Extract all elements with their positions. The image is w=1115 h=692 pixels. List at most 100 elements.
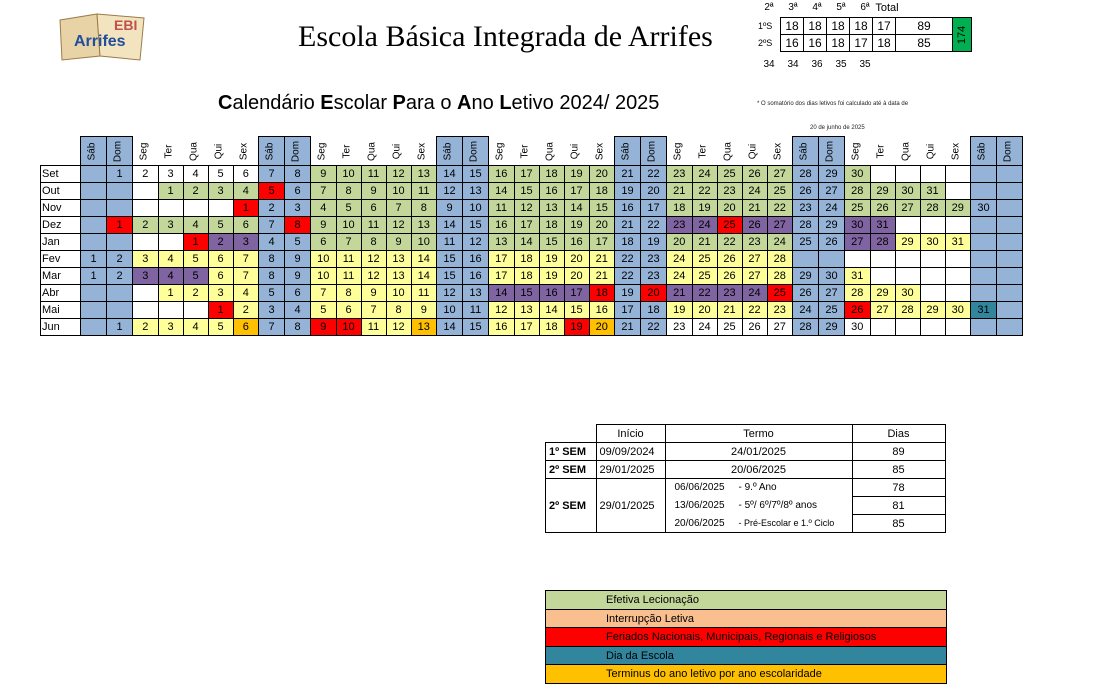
day-cell: 12 <box>462 233 489 251</box>
day-cell <box>80 318 107 336</box>
day-cell <box>80 301 107 319</box>
day-cell: 8 <box>335 182 362 200</box>
day-cell: 2 <box>182 284 209 302</box>
day-cell: 27 <box>818 182 845 200</box>
year-sum: 35 <box>859 59 871 70</box>
day-cell: 12 <box>436 284 463 302</box>
day-cell: 25 <box>716 318 743 336</box>
day-cell <box>970 216 997 234</box>
weekday-header: Dom <box>640 136 667 166</box>
day-cell: 8 <box>385 301 412 319</box>
day-cell: 13 <box>410 318 437 336</box>
day-cell: 24 <box>741 182 768 200</box>
day-cell <box>970 182 997 200</box>
day-cell: 20 <box>640 284 667 302</box>
day-cell <box>944 182 971 200</box>
day-cell: 9 <box>310 216 337 234</box>
day-cell: 25 <box>716 216 743 234</box>
day-cell: 12 <box>385 216 412 234</box>
year-header: 6ª <box>860 2 870 13</box>
day-cell: 1 <box>106 165 133 183</box>
day-cell: 28 <box>844 284 871 302</box>
day-cell: 5 <box>207 216 234 234</box>
day-cell: 31 <box>919 182 946 200</box>
day-cell: 4 <box>232 284 259 302</box>
day-cell: 23 <box>716 284 743 302</box>
day-cell: 11 <box>360 165 387 183</box>
day-cell: 23 <box>766 301 793 319</box>
day-cell: 14 <box>410 250 437 268</box>
day-cell: 2 <box>207 233 234 251</box>
day-cell: 28 <box>766 267 793 285</box>
day-cell: 26 <box>792 182 819 200</box>
day-cell: 22 <box>640 216 667 234</box>
year-sum: 35 <box>835 59 847 70</box>
day-cell <box>182 199 209 217</box>
day-cell: 18 <box>640 301 667 319</box>
day-cell: 8 <box>284 318 311 336</box>
day-cell: 4 <box>182 318 209 336</box>
day-cell: 14 <box>513 233 540 251</box>
day-cell: 21 <box>614 216 641 234</box>
semester-table: Início Termo Dias 1º SEM 09/09/2024 24/0… <box>545 424 946 533</box>
weekday-header: Dom <box>996 136 1023 166</box>
weekday-header: Sáb <box>258 136 285 166</box>
day-cell: 6 <box>232 318 259 336</box>
day-cell: 12 <box>360 267 387 285</box>
day-cell: 22 <box>741 301 768 319</box>
weekday-header: Dom <box>106 136 133 166</box>
day-cell: 10 <box>462 199 489 217</box>
day-cell: 1 <box>80 250 107 268</box>
day-cell: 17 <box>513 216 540 234</box>
day-cell: 12 <box>488 301 515 319</box>
day-cell: 30 <box>844 165 871 183</box>
weekday-header: Dom <box>462 136 489 166</box>
month-row: Out 1 2 3 4 5 6 7 8 9 10 11 12 13 14 15 16 17 18 19 20 21 22 23… <box>40 182 1023 200</box>
semester-label: 2ºS <box>758 38 773 48</box>
day-cell: 1 <box>182 233 209 251</box>
day-cell: 13 <box>462 182 489 200</box>
day-cell <box>182 301 209 319</box>
day-cell: 15 <box>538 233 565 251</box>
day-cell: 4 <box>310 199 337 217</box>
day-cell: 30 <box>944 301 971 319</box>
day-cell: 19 <box>666 301 693 319</box>
day-cell <box>894 318 921 336</box>
day-cell: 14 <box>436 216 463 234</box>
day-cell: 24 <box>666 250 693 268</box>
day-cell <box>80 165 107 183</box>
day-cell <box>132 233 159 251</box>
day-cell: 31 <box>970 301 997 319</box>
total-cell: 18 <box>872 34 896 52</box>
weekday-header: Sex <box>767 136 793 166</box>
day-cell: 3 <box>132 267 159 285</box>
day-cell: 13 <box>385 250 412 268</box>
day-cell: 29 <box>818 216 845 234</box>
day-cell: 27 <box>766 165 793 183</box>
day-cell: 16 <box>488 216 515 234</box>
day-cell: 13 <box>410 165 437 183</box>
day-cell: 10 <box>436 301 463 319</box>
day-cell: 2 <box>106 250 133 268</box>
day-cell <box>818 250 845 268</box>
day-cell: 30 <box>970 199 997 217</box>
day-cell: 18 <box>538 216 565 234</box>
day-cell: 12 <box>436 182 463 200</box>
day-cell <box>996 250 1023 268</box>
day-cell: 30 <box>844 216 871 234</box>
sem-end-sub: 20/06/2025- Pré-Escolar e 1.º Ciclo <box>664 514 853 533</box>
day-cell: 24 <box>792 301 819 319</box>
month-label: Mar <box>40 267 81 285</box>
month-label: Jun <box>40 318 81 336</box>
day-cell: 8 <box>258 250 285 268</box>
year-sum: 36 <box>811 59 823 70</box>
day-cell: 5 <box>258 284 285 302</box>
day-cell: 25 <box>716 165 743 183</box>
day-cell: 21 <box>614 165 641 183</box>
month-row: Mar 1 2 3 4 5 6 7 8 9 10 11 12 13 14 15 16 17 18 19 20 21 22 23… <box>40 267 1023 285</box>
day-cell: 6 <box>207 267 234 285</box>
legend-item: Efetiva Lecionação <box>546 591 946 610</box>
day-cell: 16 <box>588 301 615 319</box>
day-cell: 10 <box>310 267 337 285</box>
weekday-header: Ter <box>336 136 361 166</box>
